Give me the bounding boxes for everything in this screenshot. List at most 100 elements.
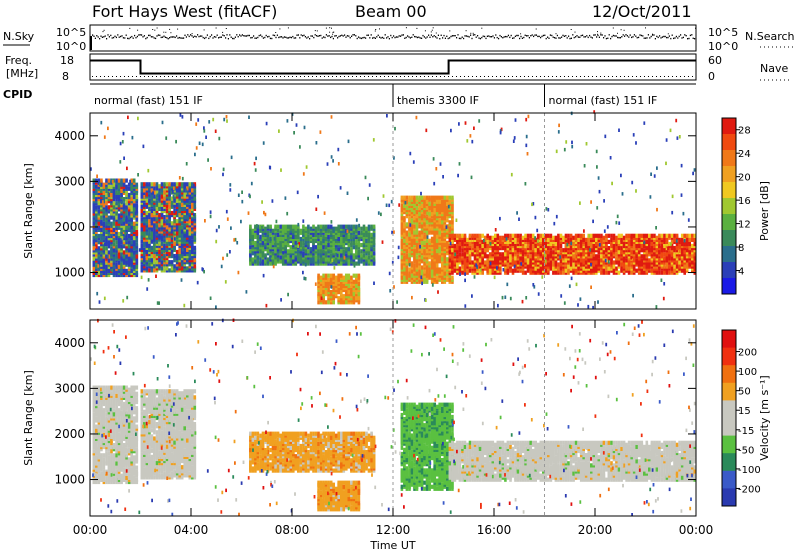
nsky-point — [626, 35, 628, 37]
nsky-point — [237, 36, 239, 38]
power-cell — [365, 241, 368, 246]
nsky-point — [663, 35, 665, 38]
power-cell — [360, 249, 363, 254]
power-cell — [531, 243, 535, 249]
nsky-point — [177, 37, 179, 39]
power-cell — [309, 247, 313, 252]
power-cell — [499, 235, 502, 240]
nave-point — [672, 76, 673, 77]
nsky-point — [568, 35, 570, 37]
power-cell — [271, 241, 275, 246]
power-cell — [362, 245, 366, 250]
power-cell — [569, 233, 573, 238]
power-cell — [312, 245, 315, 250]
power-cell — [256, 224, 260, 229]
nsky-point — [421, 37, 423, 39]
nave-point — [304, 76, 305, 77]
power-cell — [405, 236, 409, 241]
nave-point — [404, 76, 405, 77]
power-cell — [130, 199, 133, 204]
power-cell — [158, 233, 161, 238]
nsky-point — [419, 37, 421, 39]
power-cell — [461, 252, 464, 257]
power-cell — [552, 262, 555, 267]
nsky-point — [328, 35, 330, 37]
nsearch-point — [170, 32, 172, 34]
nsky-point — [540, 36, 542, 39]
power-cell — [461, 264, 464, 269]
power-cell — [529, 254, 532, 259]
nsky-point — [206, 34, 208, 36]
power-cell — [317, 241, 320, 246]
nave-point — [484, 76, 485, 77]
nsky-point — [426, 36, 428, 38]
nsky-point — [353, 34, 355, 36]
power-cell — [170, 182, 174, 187]
nsky-point — [521, 37, 523, 39]
power-cell — [347, 290, 351, 295]
nsky-point — [559, 37, 561, 39]
nsky-point — [610, 37, 612, 40]
nsky-point — [661, 36, 663, 38]
power-cell — [370, 245, 373, 250]
nave-point — [544, 76, 545, 77]
power-cell — [526, 254, 530, 259]
power-cell — [430, 195, 434, 200]
power-cell — [350, 247, 353, 252]
power-cell — [125, 199, 128, 204]
nsky-point — [300, 34, 302, 36]
nave-point — [140, 76, 141, 77]
power-cell — [259, 234, 262, 239]
power-cell — [170, 233, 174, 238]
power-cell — [372, 257, 376, 262]
nsearch-point — [314, 30, 316, 32]
nsearch-point — [156, 27, 158, 29]
power-cell — [135, 238, 139, 243]
nave-point — [436, 76, 437, 77]
nsky-point — [642, 35, 644, 37]
power-cell — [362, 253, 366, 258]
nsky-point — [136, 35, 138, 38]
nsky-point — [163, 35, 165, 37]
power-cell — [471, 260, 474, 265]
power-cell — [140, 208, 144, 214]
power-cell — [511, 233, 515, 238]
power-cell — [319, 275, 323, 280]
power-cell — [191, 217, 194, 222]
power-cell — [183, 233, 186, 238]
power-cell — [158, 217, 161, 222]
nsky-point — [327, 35, 329, 37]
power-cell — [486, 233, 489, 238]
power-cell — [107, 236, 111, 241]
power-cell — [148, 182, 151, 187]
power-cell — [158, 237, 161, 242]
power-cell — [259, 245, 262, 250]
nave-point — [412, 76, 413, 77]
nsky-point — [500, 36, 502, 38]
nsky-point — [341, 34, 343, 36]
nsky-point — [120, 35, 122, 38]
power-cell — [153, 237, 156, 242]
power-cell — [418, 224, 421, 229]
nave-point — [624, 76, 625, 77]
power-cell — [117, 194, 121, 200]
nsky-point — [180, 37, 182, 39]
nsky-point — [654, 38, 656, 40]
nsky-point — [436, 37, 438, 39]
power-cell — [266, 257, 270, 262]
power-cell — [120, 240, 123, 245]
nsky-point — [230, 36, 232, 38]
power-cell — [370, 224, 373, 229]
nsky-point — [387, 36, 389, 38]
power-cell — [352, 241, 356, 246]
nsky-point — [358, 36, 360, 38]
nsky-point — [104, 35, 106, 37]
power-cell — [92, 199, 96, 204]
power-cell — [322, 224, 325, 229]
nsky-point — [465, 35, 467, 37]
nsky-point — [552, 36, 554, 38]
power-cell — [95, 184, 98, 189]
power-cell — [496, 233, 500, 238]
power-cell — [294, 245, 298, 250]
power-cell — [180, 217, 184, 222]
